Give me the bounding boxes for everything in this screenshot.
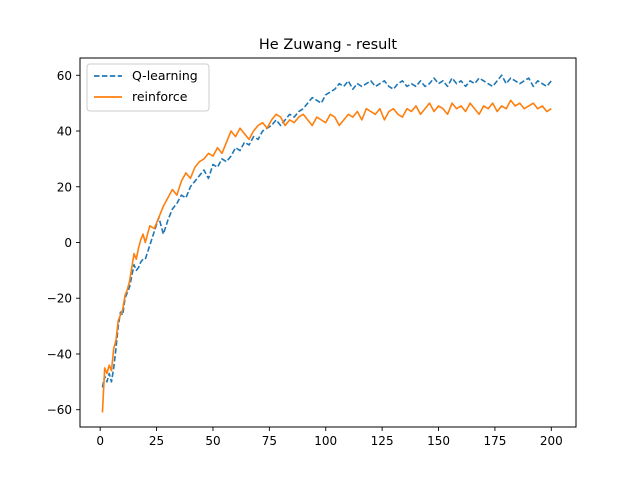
legend: Q-learning reinforce — [86, 63, 210, 112]
legend-box — [86, 63, 210, 112]
legend-label-q-learning: Q-learning — [132, 68, 198, 83]
series-layer — [101, 74, 552, 413]
x-tick-label: 0 — [96, 434, 104, 448]
y-tick-label: −20 — [47, 292, 72, 306]
series-line-q-learning — [101, 74, 552, 388]
y-tick-label: 40 — [57, 125, 72, 139]
x-tick-label: 200 — [540, 434, 563, 448]
x-tick-label: 25 — [149, 434, 164, 448]
series-line-reinforce — [101, 99, 552, 413]
y-tick-label: 60 — [57, 69, 72, 83]
y-tick-label: −40 — [47, 347, 72, 361]
chart-title: He Zuwang - result — [259, 37, 397, 53]
x-tick-label: 50 — [205, 434, 220, 448]
x-tick-label: 175 — [483, 434, 506, 448]
x-tick-label: 150 — [427, 434, 450, 448]
x-tick-label: 75 — [262, 434, 277, 448]
y-axis: −60 −40 −20 0 20 40 60 — [47, 69, 80, 417]
x-tick-label: 125 — [371, 434, 394, 448]
y-tick-label: −60 — [47, 403, 72, 417]
y-tick-label: 20 — [57, 180, 72, 194]
y-tick-label: 0 — [64, 236, 72, 250]
x-tick-label: 100 — [314, 434, 337, 448]
legend-label-reinforce: reinforce — [132, 89, 188, 104]
x-axis: 0 25 50 75 100 125 150 175 200 — [96, 427, 563, 448]
